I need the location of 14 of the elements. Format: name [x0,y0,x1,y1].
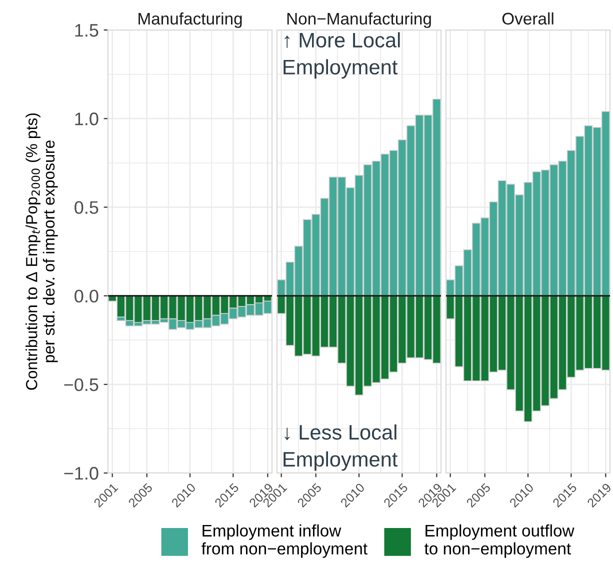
chart-title: Manufacturing [138,12,242,28]
y-axis-title: Contribution to Δ Emp$_{t}$/Pop$_{2000}$ (% pts) per std. dev. of import exposure [26,113,58,390]
chart-title: Non−Manufacturing [287,12,431,28]
y-tick-label: −0.5 [64,378,98,392]
chart-title: Overall [502,12,554,25]
y-tick-label: −1.0 [64,466,98,480]
y-tick-label: 1.5 [75,24,98,37]
annotation: ↓ Less Local Employment [284,424,398,471]
legend-label: Employment outflow to non−employment [424,524,574,558]
legend-label: Employment inflow from non−employment [202,524,368,558]
y-tick-label: 0.0 [74,290,98,303]
y-tick-label: 0.5 [74,201,98,214]
y-tick-label: 1.0 [75,112,98,126]
annotation: ↑ More Local Employment [284,32,400,79]
